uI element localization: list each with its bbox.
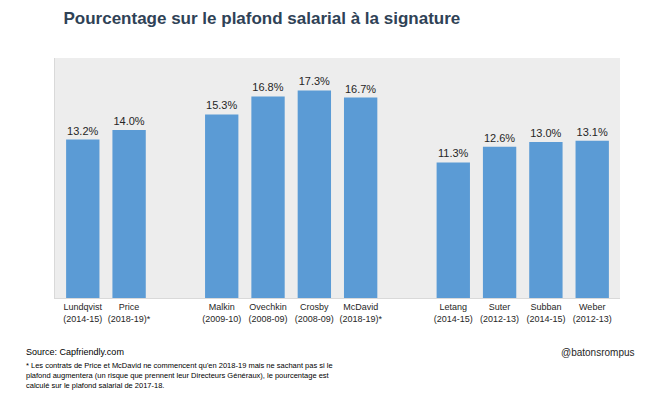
svg-text:15.3%: 15.3% <box>206 99 237 111</box>
svg-text:Suter(2012-13): Suter(2012-13) <box>480 302 519 324</box>
svg-text:Crosby(2008-09): Crosby(2008-09) <box>295 302 334 324</box>
svg-text:Price(2018-19)*: Price(2018-19)* <box>108 302 151 324</box>
svg-text:Malkin(2009-10): Malkin(2009-10) <box>202 302 241 324</box>
svg-text:McDavid(2018-19)*: McDavid(2018-19)* <box>339 302 382 324</box>
svg-text:Pourcentage sur le plafond sal: Pourcentage sur le plafond salarial à la… <box>63 9 460 28</box>
svg-text:Subban(2014-15): Subban(2014-15) <box>526 302 565 324</box>
svg-text:Lundqvist(2014-15): Lundqvist(2014-15) <box>63 302 102 324</box>
svg-text:@batonsrompus: @batonsrompus <box>561 347 635 358</box>
svg-text:Letang(2014-15): Letang(2014-15) <box>434 302 473 324</box>
svg-text:11.3%: 11.3% <box>438 147 469 159</box>
svg-text:13.0%: 13.0% <box>530 127 561 139</box>
svg-text:16.8%: 16.8% <box>252 81 283 93</box>
svg-text:13.1%: 13.1% <box>577 126 608 138</box>
svg-text:14.0%: 14.0% <box>113 115 144 127</box>
svg-text:16.7%: 16.7% <box>345 83 376 95</box>
svg-text:Weber(2012-13): Weber(2012-13) <box>573 302 612 324</box>
svg-text:12.6%: 12.6% <box>484 132 515 144</box>
svg-text:17.3%: 17.3% <box>299 75 330 87</box>
svg-text:* Les contrats de Price et McD: * Les contrats de Price et McDavid ne co… <box>26 361 333 390</box>
svg-text:Ovechkin(2008-09): Ovechkin(2008-09) <box>249 302 288 324</box>
svg-text:13.2%: 13.2% <box>67 125 98 137</box>
svg-text:Source: Capfriendly.com: Source: Capfriendly.com <box>26 347 124 357</box>
